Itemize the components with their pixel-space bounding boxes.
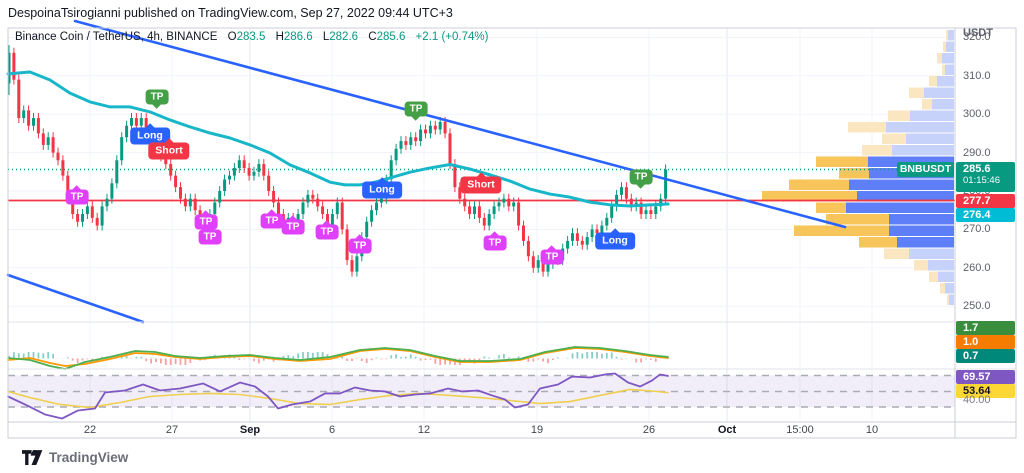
price-tick: 270.0	[963, 223, 991, 236]
tp-marker[interactable]: TP	[348, 238, 372, 254]
tp-marker[interactable]: TP	[194, 214, 218, 230]
symbol-title[interactable]: Binance Coin / TetherUS, 4h, BINANCE	[15, 31, 218, 43]
indicator-value-tag: 1.7	[956, 321, 1015, 335]
high-label: H	[275, 31, 284, 43]
change-value: +2.1 (+0.74%)	[415, 31, 489, 43]
tp-marker[interactable]: TP	[629, 169, 653, 185]
tp-marker[interactable]: TP	[65, 189, 89, 205]
indicator-value-tag: 0.7	[956, 349, 1015, 363]
price-tick: 260.0	[963, 261, 991, 274]
high-value: 286.6	[283, 31, 313, 43]
price-tick: 300.0	[963, 108, 991, 121]
tradingview-watermark[interactable]: TradingView	[22, 450, 128, 465]
alert-price-tag: 276.4	[956, 207, 1015, 222]
price-axis-unit: USDT	[963, 27, 993, 39]
long-marker[interactable]: Long	[130, 127, 170, 145]
price-tick: 310.0	[963, 69, 991, 82]
tp-marker[interactable]: TP	[540, 249, 564, 265]
last-price-tag: 285.6 01:15:46	[956, 162, 1015, 192]
indicator-value-tag: 53.64	[956, 384, 1015, 398]
tp-marker[interactable]: TP	[145, 89, 169, 105]
time-tick: 6	[328, 424, 336, 436]
tp-marker[interactable]: TP	[260, 213, 284, 229]
tradingview-logo-icon	[22, 450, 43, 465]
level-price-tag: 277.7	[956, 193, 1015, 208]
close-label: C	[368, 31, 377, 43]
indicator-value-tag: 1.0	[956, 335, 1015, 349]
open-label: O	[227, 31, 237, 43]
tp-marker[interactable]: TP	[315, 224, 339, 240]
time-tick: 15:00	[786, 424, 814, 436]
indicator-value-tag: 69.57	[956, 370, 1015, 384]
symbol-legend[interactable]: Binance Coin / TetherUS, 4h, BINANCE O28…	[15, 31, 488, 43]
short-marker[interactable]: Short	[460, 176, 502, 194]
short-marker[interactable]: Short	[148, 142, 190, 160]
time-tick: 12	[417, 424, 431, 436]
tp-marker[interactable]: TP	[198, 229, 222, 245]
tp-marker[interactable]: TP	[281, 219, 305, 235]
time-tick: Sep	[239, 424, 261, 436]
time-tick: Oct	[717, 424, 737, 436]
time-tick: 22	[83, 424, 97, 436]
time-tick: 19	[530, 424, 544, 436]
tp-marker[interactable]: TP	[483, 235, 507, 251]
tp-marker[interactable]: TP	[404, 101, 428, 117]
bar-countdown: 01:15:46	[963, 175, 1000, 186]
attribution-text: DespoinaTsirogianni published on Trading…	[8, 6, 453, 20]
tradingview-watermark-text: TradingView	[49, 450, 129, 465]
long-marker[interactable]: Long	[595, 232, 635, 250]
low-value: 282.6	[329, 31, 359, 43]
last-price-value: 285.6	[963, 163, 991, 175]
rsi-lower-band-value: 40.00	[963, 394, 991, 406]
price-tick: 250.0	[963, 300, 991, 313]
low-label: L	[322, 31, 330, 43]
symbol-price-tag: BNBUSDT	[897, 162, 954, 177]
close-value: 285.6	[376, 31, 406, 43]
time-tick: 26	[642, 424, 656, 436]
time-tick: 27	[165, 424, 179, 436]
time-tick: 10	[865, 424, 879, 436]
open-value: 283.5	[236, 31, 266, 43]
long-marker[interactable]: Long	[362, 181, 402, 199]
price-tick: 290.0	[963, 146, 991, 159]
price-tick: 320.0	[963, 31, 991, 44]
